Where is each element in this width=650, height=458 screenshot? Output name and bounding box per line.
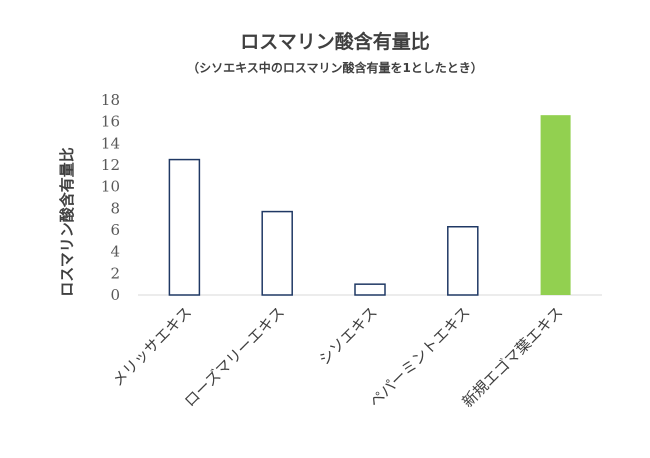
y-tick-label: 10 — [101, 178, 120, 196]
bar — [261, 210, 293, 296]
x-tick-label: ローズマリーエキス — [181, 303, 288, 410]
bar — [168, 158, 201, 296]
x-tick-label: シソエキス — [315, 303, 380, 368]
x-tick-label: ペパーミントエキス — [366, 303, 474, 411]
y-axis-label: ロスマリン酸含有量比 — [58, 147, 76, 297]
y-tick-label: 0 — [110, 286, 120, 304]
bar — [447, 226, 479, 296]
bar — [540, 115, 571, 296]
bar — [354, 283, 386, 296]
x-tick-label: メリッサエキス — [109, 303, 196, 390]
x-tick-label: 新規エゴマ葉エキス — [459, 303, 567, 411]
chart-subtitle: （シソエキス中のロスマリン酸含有量を1としたとき） — [187, 60, 483, 75]
y-tick-label: 2 — [110, 264, 120, 282]
y-tick-label: 6 — [110, 221, 120, 239]
y-tick-label: 14 — [101, 134, 120, 152]
y-tick-label: 8 — [110, 199, 120, 217]
bars — [168, 115, 571, 296]
y-tick-label: 18 — [101, 91, 120, 109]
y-tick-label: 12 — [101, 156, 120, 174]
chart-title: ロスマリン酸含有量比 — [240, 30, 429, 53]
y-tick-label: 4 — [110, 243, 120, 261]
y-tick-label: 16 — [101, 113, 120, 131]
y-axis-ticks: 0 2 4 6 8 10 12 14 16 18 — [101, 91, 120, 304]
